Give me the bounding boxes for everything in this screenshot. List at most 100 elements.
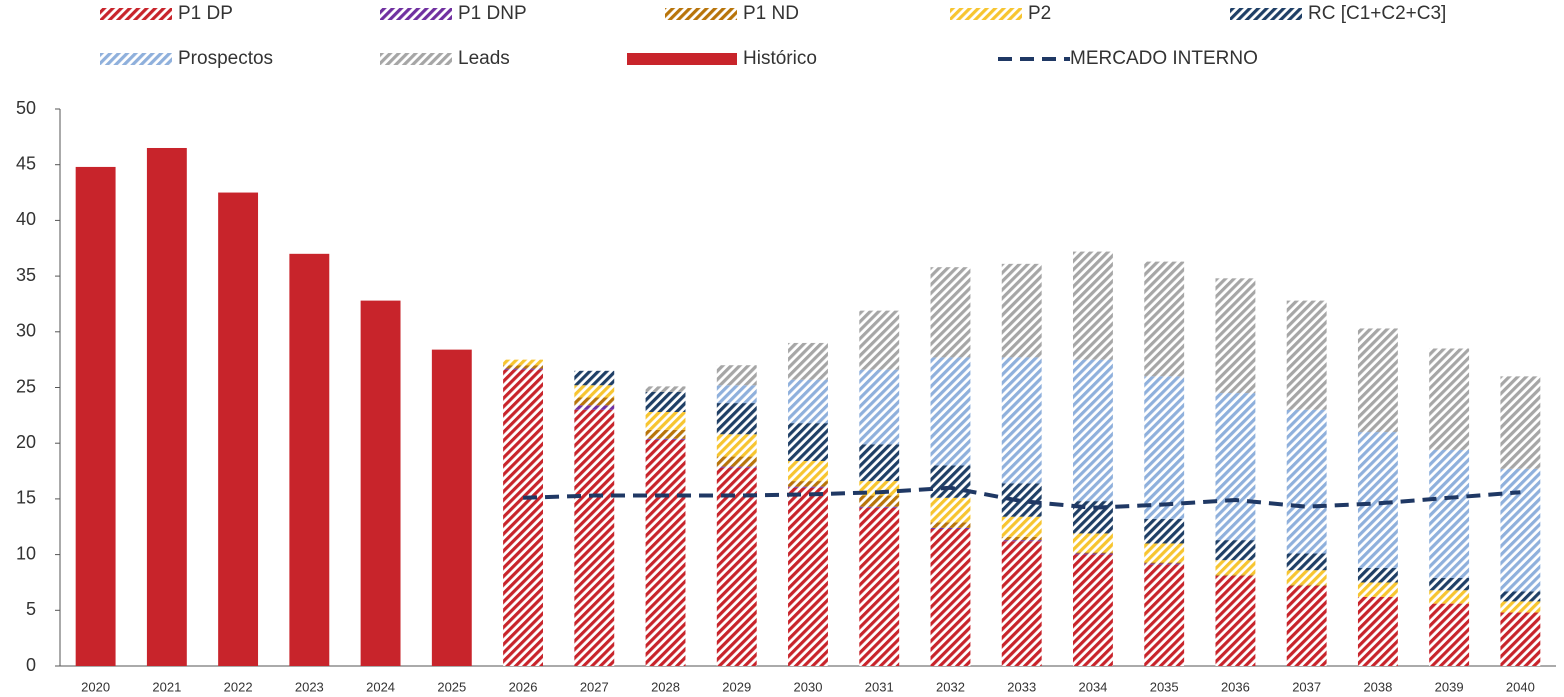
x-tick-label: 2031 — [865, 679, 894, 694]
x-tick-label: 2028 — [651, 679, 680, 694]
x-tick-label: 2026 — [509, 679, 538, 694]
bar-segment — [76, 167, 116, 666]
bar-segment — [788, 423, 828, 461]
bar-segment — [1287, 301, 1327, 410]
bar-segment — [1144, 519, 1184, 544]
bar-segment — [931, 498, 971, 523]
bar-segment — [788, 481, 828, 487]
bar-segment — [1144, 564, 1184, 565]
bar-segment — [717, 403, 757, 434]
bar-segment — [432, 350, 472, 666]
legend-label: Prospectos — [178, 48, 273, 69]
x-tick-label: 2032 — [936, 679, 965, 694]
legend-swatch — [100, 8, 172, 20]
bar-segment — [1002, 264, 1042, 358]
x-tick-label: 2039 — [1435, 679, 1464, 694]
bar-segment — [1287, 586, 1327, 666]
y-tick-label: 10 — [16, 543, 36, 563]
x-tick-label: 2035 — [1150, 679, 1179, 694]
bar-segment — [1215, 575, 1255, 576]
y-tick-label: 35 — [16, 265, 36, 285]
bar-segment — [1073, 360, 1113, 501]
bar-segment — [1500, 591, 1540, 601]
bar-segment — [931, 267, 971, 357]
legend-label: MERCADO INTERNO — [1070, 48, 1258, 69]
bar-segment — [1215, 540, 1255, 560]
y-tick-label: 40 — [16, 209, 36, 229]
bar-segment — [1429, 604, 1469, 666]
bar-segment — [1429, 349, 1469, 450]
legend-label: P1 DNP — [458, 3, 527, 24]
bar-segment — [1002, 537, 1042, 540]
bar-segment — [574, 410, 614, 666]
bar-segment — [147, 148, 187, 666]
legend-label: P1 ND — [743, 3, 799, 24]
bar-segment — [1002, 517, 1042, 537]
bar-segment — [1287, 553, 1327, 570]
bar-segment — [1073, 552, 1113, 553]
bar-segment — [859, 444, 899, 481]
y-tick-label: 15 — [16, 488, 36, 508]
bar-segment — [1144, 376, 1184, 519]
bar-segment — [503, 365, 543, 368]
bar-segment — [1073, 533, 1113, 552]
bar-segment — [1429, 578, 1469, 590]
legend-label: RC [C1+C2+C3] — [1308, 3, 1446, 24]
bar-segment — [1144, 262, 1184, 377]
bar-segment — [503, 360, 543, 366]
bar-segment — [1429, 450, 1469, 578]
x-tick-label: 2025 — [437, 679, 466, 694]
legend-label: Histórico — [743, 48, 817, 69]
bar-segment — [503, 370, 543, 666]
bar-segment — [1144, 543, 1184, 562]
bar-segment — [289, 254, 329, 666]
bar-segment — [1002, 541, 1042, 666]
bar-segment — [646, 392, 686, 412]
bar-segment — [1500, 613, 1540, 666]
x-tick-label: 2021 — [152, 679, 181, 694]
x-tick-label: 2023 — [295, 679, 324, 694]
bar-segment — [1429, 590, 1469, 603]
bar-segment — [646, 440, 686, 666]
legend-swatch — [1230, 8, 1302, 20]
bar-segment — [1215, 393, 1255, 540]
bar-segment — [1500, 376, 1540, 468]
chart: 0510152025303540455020202021202220232024… — [0, 0, 1564, 697]
bar-segment — [717, 385, 757, 403]
x-tick-label: 2040 — [1506, 679, 1535, 694]
bar-segment — [859, 507, 899, 508]
legend-swatch — [380, 53, 452, 65]
bar-segment — [1500, 469, 1540, 592]
bar-segment — [574, 385, 614, 397]
bar-segment — [574, 405, 614, 409]
bar-segment — [931, 528, 971, 529]
bar-segment — [859, 311, 899, 370]
x-tick-label: 2036 — [1221, 679, 1250, 694]
legend-swatch — [380, 8, 452, 20]
x-tick-label: 2027 — [580, 679, 609, 694]
bar-segment — [931, 465, 971, 497]
x-tick-label: 2030 — [794, 679, 823, 694]
bar-segment — [1287, 570, 1327, 584]
bar-segment — [717, 467, 757, 468]
bar-segment — [931, 522, 971, 528]
bar-segment — [361, 301, 401, 666]
x-tick-label: 2020 — [81, 679, 110, 694]
bar-segment — [646, 430, 686, 439]
bar-segment — [646, 386, 686, 392]
bar-segment — [574, 371, 614, 385]
x-tick-label: 2033 — [1007, 679, 1036, 694]
legend-swatch — [100, 53, 172, 65]
bar-segment — [574, 398, 614, 406]
y-tick-label: 5 — [26, 599, 36, 619]
y-tick-label: 20 — [16, 432, 36, 452]
bar-segment — [218, 193, 258, 666]
bar-segment — [503, 369, 543, 370]
bar-segment — [788, 488, 828, 666]
y-tick-label: 50 — [16, 98, 36, 118]
legend-label: Leads — [458, 48, 510, 69]
bar-segment — [931, 357, 971, 465]
bar-segment — [1073, 252, 1113, 360]
legend-swatch — [950, 8, 1022, 20]
x-tick-label: 2038 — [1363, 679, 1392, 694]
